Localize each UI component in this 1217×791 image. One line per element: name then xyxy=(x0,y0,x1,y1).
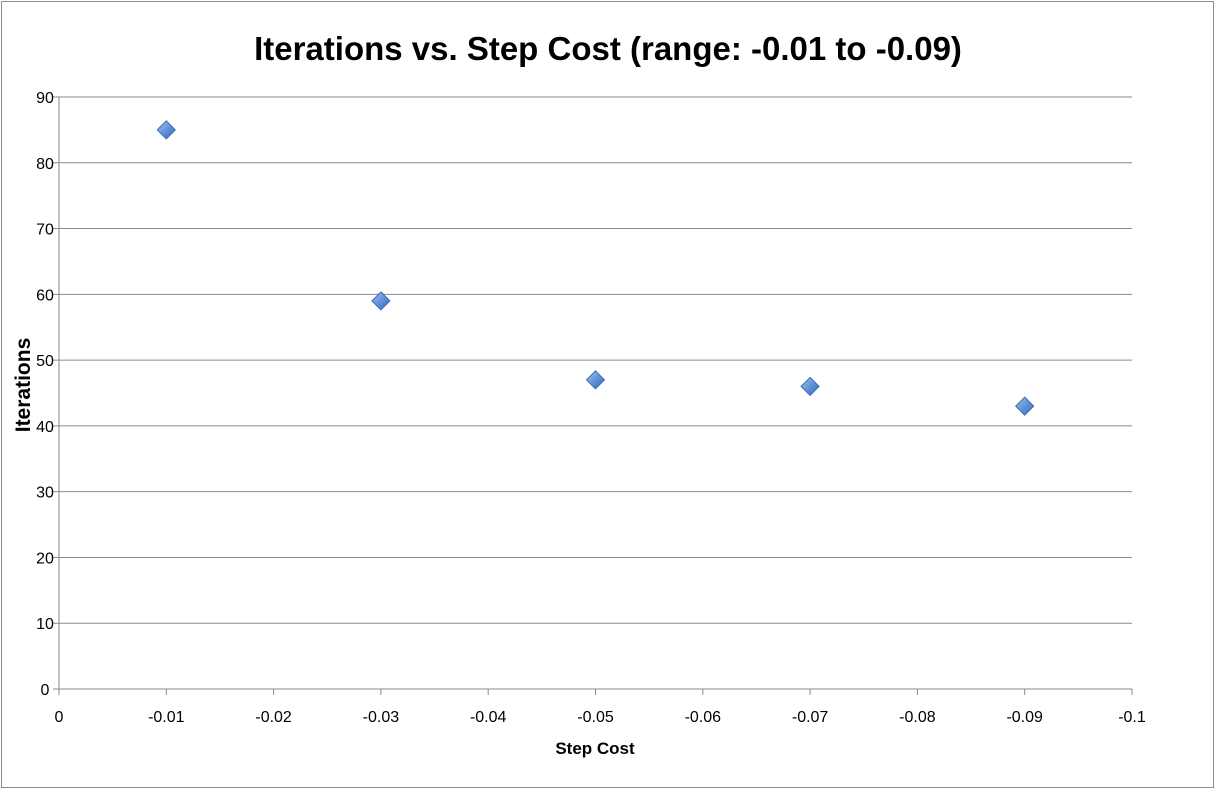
y-tick-label-2: 20 xyxy=(36,550,54,567)
x-tick-label-7: -0.07 xyxy=(792,709,829,726)
y-tick-label-7: 70 xyxy=(36,222,54,239)
x-tick-label-10: -0.1 xyxy=(1118,709,1146,726)
tick-labels: 0 10 20 30 40 50 60 70 80 90 0 -0.01 -0.02 -0.03 -0.04… xyxy=(36,90,1146,726)
y-axis-title: Iterations xyxy=(12,338,35,433)
y-tick-label-3: 30 xyxy=(36,485,54,502)
chart-title: Iterations vs. Step Cost (range: -0.01 t… xyxy=(254,30,962,67)
y-tick-label-1: 10 xyxy=(36,616,54,633)
x-tick-label-8: -0.08 xyxy=(899,709,936,726)
data-point-1 xyxy=(371,291,391,311)
x-tick-label-4: -0.04 xyxy=(470,709,507,726)
x-tick-label-5: -0.05 xyxy=(577,709,614,726)
gridlines xyxy=(59,96,1132,624)
x-tick-label-3: -0.03 xyxy=(363,709,400,726)
y-tick-label-4: 40 xyxy=(36,419,54,436)
data-point-4 xyxy=(1014,396,1035,416)
x-tick-label-1: -0.01 xyxy=(148,709,185,726)
data-point-2 xyxy=(585,370,606,390)
x-tick-label-6: -0.06 xyxy=(685,709,722,726)
y-tick-label-8: 80 xyxy=(36,156,54,173)
data-points xyxy=(156,120,1035,416)
data-point-3 xyxy=(800,376,820,397)
x-tick-label-9: -0.09 xyxy=(1006,709,1043,726)
y-tick-label-5: 50 xyxy=(36,353,54,370)
y-tick-label-0: 0 xyxy=(41,682,50,699)
x-tick-label-0: 0 xyxy=(55,709,64,726)
data-point-0 xyxy=(156,120,177,140)
y-tick-label-9: 90 xyxy=(36,90,54,107)
x-tick-label-2: -0.02 xyxy=(255,709,292,726)
x-axis-title: Step Cost xyxy=(555,739,635,758)
y-tick-label-6: 60 xyxy=(36,287,54,304)
axes xyxy=(53,96,1133,695)
